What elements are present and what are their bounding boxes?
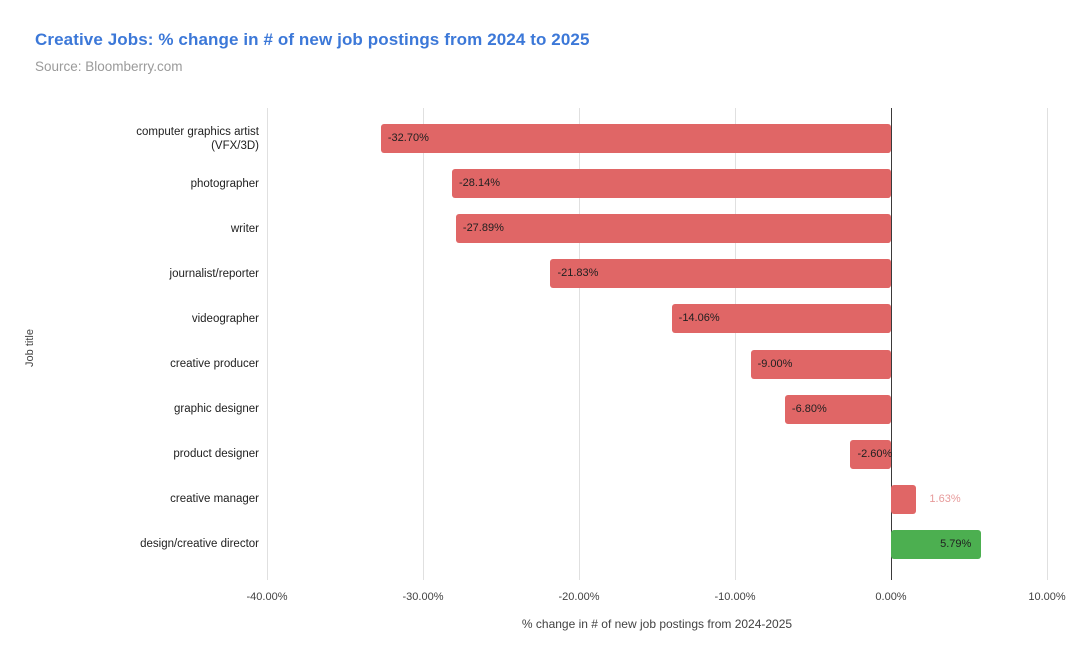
bar-value-label: -2.60%	[857, 447, 893, 460]
x-tick-label: -10.00%	[714, 591, 756, 603]
bar-value-label: -32.70%	[387, 132, 429, 145]
x-tick-label: -30.00%	[402, 591, 444, 603]
bar-value-label: -28.14%	[459, 177, 500, 190]
category-label: computer graphics artist (VFX/3D)	[136, 125, 259, 152]
gridline	[734, 108, 736, 580]
bar: -27.89%	[455, 214, 891, 244]
bar-value-label: -14.06%	[678, 312, 720, 325]
bar-value-label: 5.79%	[940, 537, 972, 550]
y-axis-title: Job title	[24, 329, 36, 367]
bar-value-label: 1.63%	[929, 492, 961, 505]
category-label: graphic designer	[173, 403, 259, 416]
category-label: product designer	[173, 448, 259, 461]
bar: -6.80%	[784, 394, 891, 424]
bar-value-label: -9.00%	[757, 357, 793, 370]
x-tick-label: 10.00%	[1028, 591, 1066, 603]
chart-title: Creative Jobs: % change in # of new job …	[35, 30, 590, 49]
x-tick-label: -20.00%	[558, 591, 600, 603]
x-tick-label: 0.00%	[875, 591, 907, 603]
category-label: creative manager	[170, 493, 259, 506]
category-label: journalist/reporter	[169, 267, 259, 280]
bar: -32.70%	[380, 124, 891, 154]
x-axis-title: % change in # of new job postings from 2…	[521, 617, 793, 631]
bar: -9.00%	[750, 349, 891, 379]
gridline	[266, 108, 268, 580]
bar: -28.14%	[452, 169, 891, 199]
chart-subtitle: Source: Bloomberry.com	[35, 59, 183, 74]
bar: -14.06%	[671, 304, 891, 334]
category-label: design/creative director	[140, 538, 259, 551]
category-label: photographer	[190, 177, 259, 190]
zero-axis-line	[890, 108, 892, 580]
category-label: creative producer	[170, 358, 259, 371]
x-tick-label: -40.00%	[246, 591, 288, 603]
bar: -21.83%	[550, 259, 891, 289]
gridline	[578, 108, 580, 580]
category-label: videographer	[191, 312, 259, 325]
bar: 1.63%	[891, 484, 961, 514]
gridline	[422, 108, 424, 580]
bar-value-label: -6.80%	[791, 402, 827, 415]
bar: 5.79%	[891, 529, 982, 559]
category-label: writer	[230, 222, 259, 235]
bar-value-label: -21.83%	[557, 267, 599, 280]
gridline	[1046, 108, 1048, 580]
bar-value-label: -27.89%	[462, 222, 504, 235]
bar: -2.60%	[850, 439, 893, 469]
